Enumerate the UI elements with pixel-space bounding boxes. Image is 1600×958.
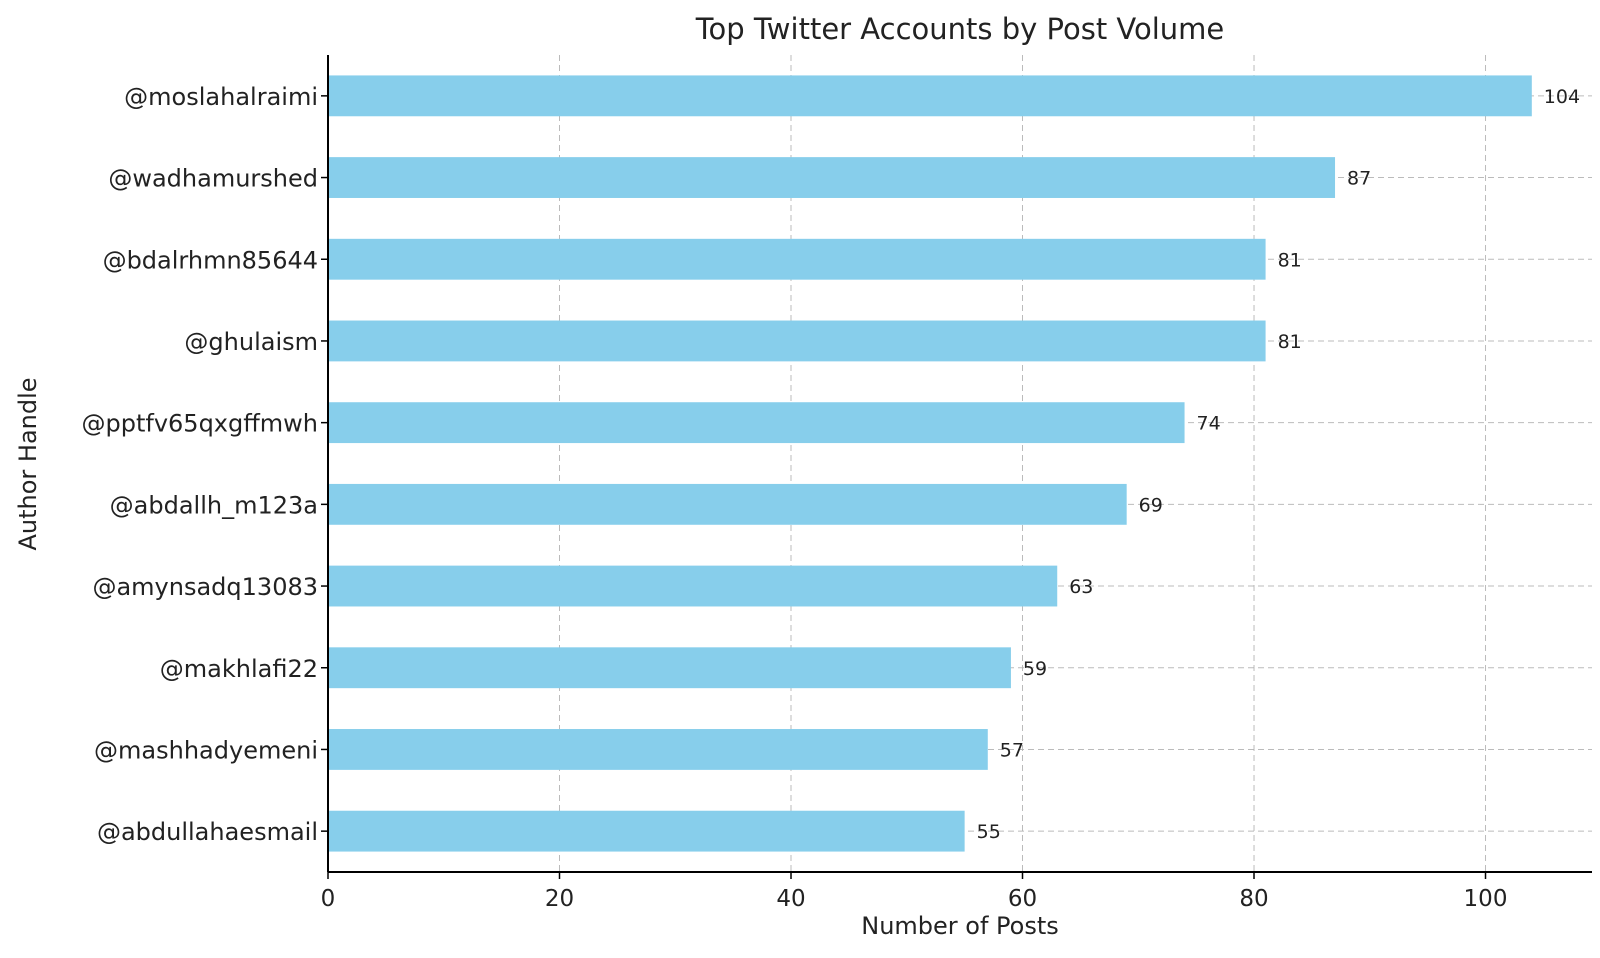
- data-label: 74: [1197, 413, 1221, 435]
- bar: [328, 729, 988, 770]
- bar: [328, 320, 1266, 362]
- bar: [328, 238, 1266, 280]
- x-tick-label: 0: [321, 886, 336, 912]
- category-tick-label: @makhlafi22: [160, 655, 318, 683]
- data-label: 87: [1347, 168, 1371, 190]
- bars: [328, 75, 1532, 852]
- category-tick-label: @ghulaism: [184, 328, 318, 356]
- category-tick-label: @abdullahaesmail: [97, 818, 318, 846]
- data-label: 81: [1278, 249, 1302, 271]
- category-tick-label: @bdalrhmn85644: [103, 246, 318, 274]
- data-label: 69: [1139, 494, 1163, 516]
- category-tick-label: @moslahalraimi: [124, 83, 318, 111]
- category-tick-label: @pptfv65qxgffmwh: [82, 410, 319, 438]
- labels: 0 20 40 60 80 100 @moslahalraimi 104 @wadhamursh…: [82, 83, 1581, 912]
- x-tick-label: 40: [776, 886, 805, 912]
- chart-title: Top Twitter Accounts by Post Volume: [695, 12, 1225, 46]
- bar: [328, 402, 1185, 444]
- data-label: 81: [1278, 331, 1302, 353]
- y-axis-label: Author Handle: [14, 377, 42, 550]
- data-label: 57: [1000, 739, 1024, 761]
- axes: [321, 55, 1592, 879]
- bar: [328, 647, 1011, 689]
- category-tick-label: @mashhadyemeni: [94, 736, 318, 764]
- bar: [328, 483, 1127, 525]
- x-axis-label: Number of Posts: [861, 912, 1059, 940]
- x-tick-label: 20: [545, 886, 574, 912]
- data-label: 59: [1023, 658, 1047, 680]
- data-label: 104: [1544, 86, 1580, 108]
- x-tick-label: 100: [1464, 886, 1508, 912]
- category-tick-label: @amynsadq13083: [92, 573, 318, 601]
- category-tick-label: @wadhamurshed: [108, 165, 318, 193]
- data-label: 63: [1069, 576, 1093, 598]
- x-tick-label: 80: [1239, 886, 1268, 912]
- data-label: 55: [977, 821, 1001, 843]
- category-tick-label: @abdallh_m123a: [110, 491, 318, 519]
- x-tick-label: 60: [1008, 886, 1037, 912]
- bar: [328, 810, 965, 852]
- bar: [328, 565, 1058, 607]
- bar: [328, 157, 1336, 198]
- bar: [328, 75, 1532, 117]
